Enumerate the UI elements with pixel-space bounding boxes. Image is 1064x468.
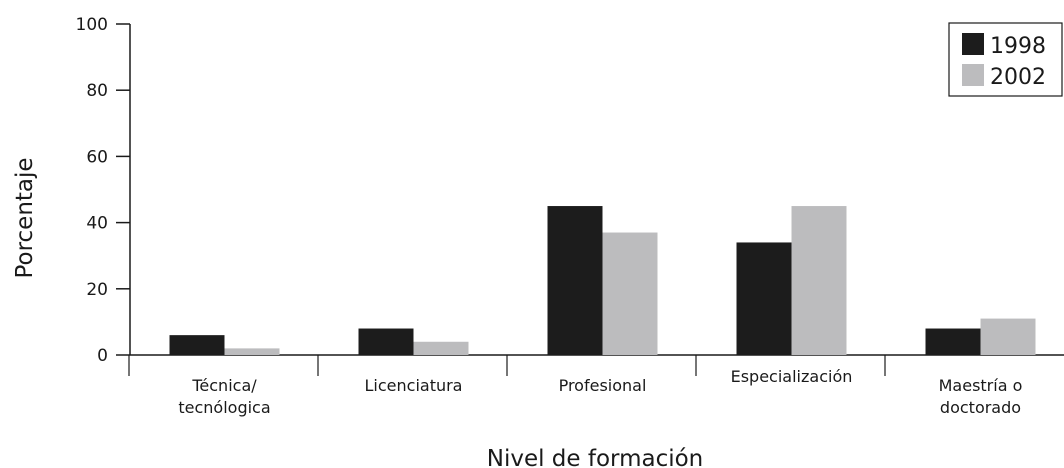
x-category-label: Maestría o: [939, 376, 1023, 395]
bar-2002: [413, 341, 469, 355]
y-tick-label: 20: [86, 280, 108, 300]
bar-1998: [736, 242, 792, 355]
x-category-label: doctorado: [940, 398, 1021, 417]
legend: 1998 2002: [948, 22, 1063, 97]
y-tick-label: 0: [97, 346, 108, 366]
bar-1998: [358, 328, 414, 355]
bar-2002: [602, 232, 658, 355]
y-axis-title: Porcentaje: [12, 157, 38, 278]
y-tick-label: 80: [86, 81, 108, 101]
bar-2002: [980, 318, 1036, 355]
x-axis-title: Nivel de formación: [487, 446, 704, 468]
legend-swatch-2002: [962, 64, 984, 86]
x-axis: Técnica/tecnólogica Licenciatura Profesion…: [128, 354, 1064, 417]
bar-1998: [925, 328, 981, 355]
x-category-label: Licenciatura: [365, 376, 463, 395]
x-category-label: Profesional: [559, 376, 647, 395]
y-tick-label: 60: [86, 147, 108, 167]
bar-1998: [547, 206, 603, 355]
bar-2002: [224, 348, 280, 355]
legend-label-2002: 2002: [990, 65, 1046, 90]
y-tick-label: 100: [76, 15, 108, 35]
y-tick-label: 40: [86, 214, 108, 234]
x-category-label: Especialización: [731, 367, 853, 386]
bar-2002: [791, 206, 847, 355]
x-category-label: tecnólogica: [178, 398, 270, 417]
legend-label-1998: 1998: [990, 34, 1046, 59]
bar-1998: [169, 335, 225, 355]
bars: [169, 206, 1036, 355]
legend-swatch-1998: [962, 33, 984, 55]
x-category-label: Técnica/: [191, 376, 257, 395]
y-axis: 0 20 40 60 80 100: [76, 15, 131, 366]
